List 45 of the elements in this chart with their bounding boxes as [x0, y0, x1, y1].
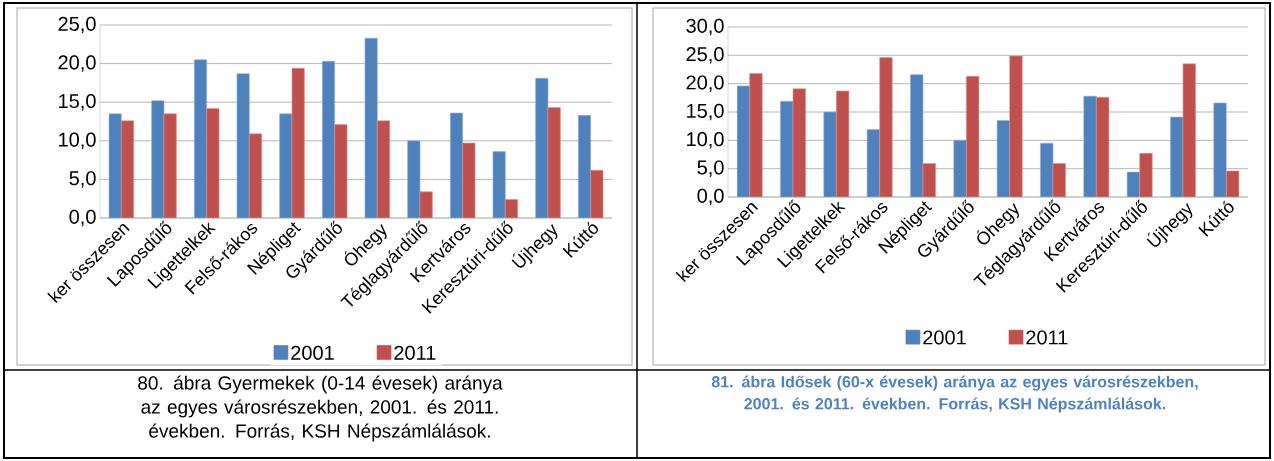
y-tick-label: 10,0 — [59, 132, 96, 150]
bar — [364, 37, 378, 218]
bar — [151, 100, 165, 218]
bar — [578, 115, 591, 218]
bar — [1052, 163, 1066, 197]
y-tick-label: 15,0 — [59, 93, 96, 111]
bar — [236, 73, 250, 218]
bar — [407, 140, 421, 218]
legend-label: 2001 — [923, 330, 966, 345]
text: 80. ábra Gyermekek (0-14 évesek) aránya az egyes városrészekben, 2001. és 2011. években. Forrás, KSH Népszámlálások. — [138, 375, 503, 442]
y-tick-label: 10,0 — [687, 132, 724, 149]
bar — [1226, 170, 1240, 197]
bar — [836, 90, 850, 197]
y-tick-label: 25,0 — [686, 47, 724, 64]
legend-label: 2011 — [394, 345, 436, 360]
legend-label: 2011 — [1026, 330, 1068, 345]
text: 81. ábra Idősek (60-x évesek) aránya az egyes városrészekben, 2001. és 2011. években. Forrás, KSH Népszámlálások. — [711, 375, 1198, 413]
bar — [322, 60, 335, 218]
bar — [108, 113, 122, 218]
bar — [1182, 63, 1196, 197]
y-tick-label: 25,0 — [58, 16, 96, 34]
bar — [879, 57, 893, 197]
bar — [1083, 95, 1097, 197]
y-tick-label: 5,0 — [697, 160, 724, 177]
y-tick-label: 30,0 — [686, 18, 724, 36]
bar — [1213, 102, 1227, 197]
bar — [194, 59, 207, 218]
bar — [922, 163, 936, 197]
bar — [953, 140, 967, 197]
bar — [279, 113, 293, 218]
bar — [749, 73, 763, 197]
bar — [966, 76, 980, 197]
bar — [792, 88, 806, 197]
bar — [450, 112, 463, 218]
y-tick-label: 20,0 — [58, 55, 96, 72]
bar — [823, 111, 837, 197]
bar — [1096, 96, 1110, 197]
legend-label: 2001 — [291, 345, 334, 360]
bar — [1009, 55, 1023, 197]
y-tick-label: 15,0 — [687, 103, 724, 121]
bar — [1139, 153, 1153, 197]
y-tick-label: 20,0 — [686, 75, 724, 92]
bar — [535, 77, 549, 218]
bar — [492, 151, 506, 218]
y-tick-label: 5,0 — [69, 171, 96, 188]
